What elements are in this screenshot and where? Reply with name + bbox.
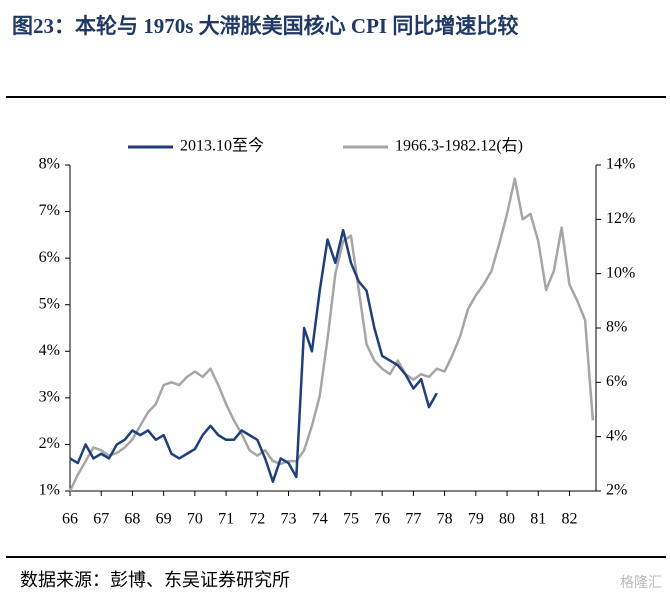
y2-tick-label: 2% [606, 482, 627, 499]
watermark: 格隆汇 [620, 575, 662, 591]
x-tick-label: 77 [405, 511, 421, 528]
x-tick-label: 67 [93, 511, 109, 528]
x-tick-label: 81 [530, 511, 546, 528]
y-tick-label: 6% [39, 249, 60, 266]
x-tick-label: 66 [62, 511, 78, 528]
bottom-rule [6, 556, 666, 558]
chart: 1% 2% 3% 4% 5% 6% 7% 8% 2% 4% 6% 8% 10% 12% 14% 66 67 68 6… [39, 137, 636, 528]
y-tick-label: 5% [39, 295, 60, 312]
x-tick-label: 78 [437, 511, 453, 528]
y-tick-label: 8% [39, 156, 60, 173]
title: 图23：本轮与 1970s 大滞胀美国核心 CPI 同比增速比较 [12, 14, 519, 38]
y2-tick-label: 10% [606, 264, 635, 281]
y2-tick-label: 14% [606, 156, 635, 173]
y-tick-label: 4% [39, 342, 60, 359]
y-tick-label: 7% [39, 202, 60, 219]
y2-tick-label: 4% [606, 427, 627, 444]
y2-tick-label: 6% [606, 373, 627, 390]
legend-label: 2013.10至今 [180, 137, 264, 155]
x-tick-label: 74 [312, 511, 328, 528]
x-tick-label: 71 [218, 511, 234, 528]
series-line [69, 228, 438, 483]
x-tick-label: 69 [156, 511, 172, 528]
legend-label: 1966.3-1982.12(右) [395, 137, 523, 155]
x-tick-label: 79 [468, 511, 484, 528]
x-tick-label: 82 [561, 511, 577, 528]
x-tick-label: 70 [187, 511, 203, 528]
x-tick-label: 75 [343, 511, 359, 528]
top-rule [6, 96, 666, 98]
x-tick-label: 68 [124, 511, 140, 528]
x-tick-label: 72 [249, 511, 265, 528]
x-tick-label: 73 [281, 511, 297, 528]
series-line [68, 177, 595, 492]
y-tick-label: 3% [39, 389, 60, 406]
y2-tick-label: 12% [606, 210, 635, 227]
x-tick-label: 80 [499, 511, 515, 528]
source: 数据来源：彭博、东吴证券研究所 [20, 570, 290, 591]
y-tick-label: 2% [39, 435, 60, 452]
y2-tick-label: 8% [606, 319, 627, 336]
y-tick-label: 1% [39, 482, 60, 499]
x-tick-label: 76 [374, 511, 390, 528]
